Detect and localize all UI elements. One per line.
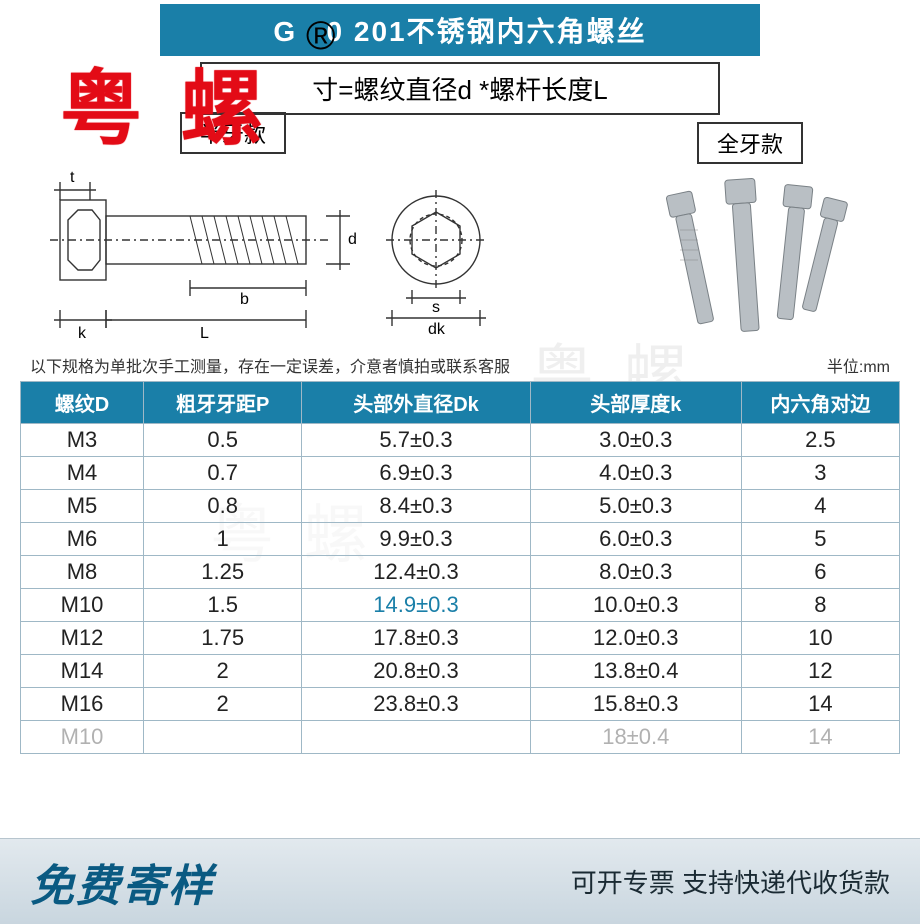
table-row: M40.76.9±0.34.0±0.33 bbox=[21, 457, 900, 490]
table-cell: 17.8±0.3 bbox=[302, 622, 531, 655]
table-row: M10 18±0.414 bbox=[21, 721, 900, 754]
table-row: M121.7517.8±0.312.0±0.310 bbox=[21, 622, 900, 655]
col-header: 螺纹D bbox=[21, 382, 144, 424]
formula-text: 寸=螺纹直径d *螺杆长度L bbox=[312, 75, 607, 105]
svg-text:dk: dk bbox=[428, 321, 446, 338]
spec-table: 螺纹D粗牙牙距P头部外直径Dk头部厚度k内六角对边 M30.55.7±0.33.… bbox=[20, 381, 900, 754]
table-cell: M10 bbox=[21, 589, 144, 622]
table-cell: 12.0±0.3 bbox=[530, 622, 741, 655]
screw-side-diagram: t d b k L s dk bbox=[30, 160, 490, 340]
table-cell: 18±0.4 bbox=[530, 721, 741, 754]
table-cell: M16 bbox=[21, 688, 144, 721]
col-header: 内六角对边 bbox=[741, 382, 899, 424]
table-cell: 15.8±0.3 bbox=[530, 688, 741, 721]
svg-text:t: t bbox=[70, 169, 75, 186]
table-header-row: 螺纹D粗牙牙距P头部外直径Dk头部厚度k内六角对边 bbox=[21, 382, 900, 424]
table-cell: 10.0±0.3 bbox=[530, 589, 741, 622]
table-cell: 5 bbox=[741, 523, 899, 556]
svg-text:L: L bbox=[200, 325, 209, 340]
svg-text:d: d bbox=[348, 231, 357, 248]
table-cell: 1.5 bbox=[144, 589, 302, 622]
table-cell: 0.5 bbox=[144, 424, 302, 457]
footer-left: 免费寄样 bbox=[30, 850, 214, 914]
table-cell: 12.4±0.3 bbox=[302, 556, 531, 589]
table-cell: 5.7±0.3 bbox=[302, 424, 531, 457]
svg-text:b: b bbox=[240, 291, 249, 308]
table-cell bbox=[302, 721, 531, 754]
table-cell: 6 bbox=[741, 556, 899, 589]
table-cell: M4 bbox=[21, 457, 144, 490]
formula-box: 寸=螺纹直径d *螺杆长度L bbox=[200, 62, 720, 115]
svg-text:s: s bbox=[432, 299, 440, 316]
unit-label: 半位:mm bbox=[827, 353, 890, 377]
table-cell: 8.0±0.3 bbox=[530, 556, 741, 589]
table-cell: 3 bbox=[741, 457, 899, 490]
table-cell: 9.9±0.3 bbox=[302, 523, 531, 556]
note-text: 以下规格为单批次手工测量，存在一定误差，介意者慎拍或联系客服 bbox=[30, 353, 510, 377]
table-cell: 1.25 bbox=[144, 556, 302, 589]
table-cell: 4 bbox=[741, 490, 899, 523]
full-thread-label: 全牙款 bbox=[697, 122, 803, 164]
table-cell: M12 bbox=[21, 622, 144, 655]
table-cell: 0.8 bbox=[144, 490, 302, 523]
table-cell: 14.9±0.3 bbox=[302, 589, 531, 622]
table-cell: 23.8±0.3 bbox=[302, 688, 531, 721]
svg-text:k: k bbox=[78, 325, 87, 340]
table-row: M81.2512.4±0.38.0±0.36 bbox=[21, 556, 900, 589]
table-cell: M8 bbox=[21, 556, 144, 589]
table-cell: 6.0±0.3 bbox=[530, 523, 741, 556]
table-row: M619.9±0.36.0±0.35 bbox=[21, 523, 900, 556]
col-header: 粗牙牙距P bbox=[144, 382, 302, 424]
table-cell: 2.5 bbox=[741, 424, 899, 457]
table-cell: 1 bbox=[144, 523, 302, 556]
product-photo-area: 全牙款 bbox=[620, 122, 880, 345]
table-cell: 6.9±0.3 bbox=[302, 457, 531, 490]
table-cell: M6 bbox=[21, 523, 144, 556]
table-row: M16223.8±0.315.8±0.314 bbox=[21, 688, 900, 721]
table-cell: 8 bbox=[741, 589, 899, 622]
table-row: M14220.8±0.313.8±0.412 bbox=[21, 655, 900, 688]
table-cell: 2 bbox=[144, 655, 302, 688]
table-cell: M14 bbox=[21, 655, 144, 688]
table-cell: M5 bbox=[21, 490, 144, 523]
table-cell: 10 bbox=[741, 622, 899, 655]
table-cell: 12 bbox=[741, 655, 899, 688]
table-cell: 14 bbox=[741, 688, 899, 721]
col-header: 头部厚度k bbox=[530, 382, 741, 424]
table-cell: 3.0±0.3 bbox=[530, 424, 741, 457]
registered-icon: ® bbox=[306, 14, 335, 59]
table-row: M101.514.9±0.310.0±0.38 bbox=[21, 589, 900, 622]
table-cell: 0.7 bbox=[144, 457, 302, 490]
table-cell bbox=[144, 721, 302, 754]
table-cell: 14 bbox=[741, 721, 899, 754]
table-body: M30.55.7±0.33.0±0.32.5M40.76.9±0.34.0±0.… bbox=[21, 424, 900, 754]
footer-right: 可开专票 支持快递代收货款 bbox=[571, 863, 890, 900]
table-cell: 4.0±0.3 bbox=[530, 457, 741, 490]
table-cell: 20.8±0.3 bbox=[302, 655, 531, 688]
table-cell: M10 bbox=[21, 721, 144, 754]
table-cell: 8.4±0.3 bbox=[302, 490, 531, 523]
table-cell: 2 bbox=[144, 688, 302, 721]
table-cell: 13.8±0.4 bbox=[530, 655, 741, 688]
table-row: M30.55.7±0.33.0±0.32.5 bbox=[21, 424, 900, 457]
note-row: 以下规格为单批次手工测量，存在一定误差，介意者慎拍或联系客服 半位:mm bbox=[0, 345, 920, 381]
table-cell: 1.75 bbox=[144, 622, 302, 655]
table-row: M50.88.4±0.35.0±0.34 bbox=[21, 490, 900, 523]
screw-photo-icon bbox=[630, 170, 870, 340]
brand-watermark: 粤 螺 bbox=[60, 42, 271, 161]
table-cell: 5.0±0.3 bbox=[530, 490, 741, 523]
col-header: 头部外直径Dk bbox=[302, 382, 531, 424]
table-cell: M3 bbox=[21, 424, 144, 457]
footer-bar: 免费寄样 可开专票 支持快递代收货款 bbox=[0, 838, 920, 924]
